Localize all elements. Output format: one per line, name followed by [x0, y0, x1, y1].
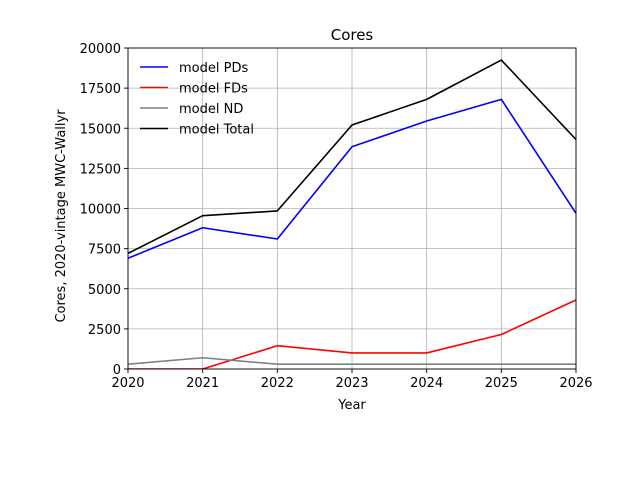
x-tick-label: 2022 [261, 376, 294, 391]
x-tick-label: 2021 [186, 376, 219, 391]
legend-label-model-total: model Total [179, 123, 254, 138]
axis-ticks: 2020 2021 2022 2023 2024 2025 2026 0 2500 5000 750… [80, 42, 593, 391]
y-tick-label: 15000 [80, 122, 121, 137]
x-tick-label: 2026 [559, 376, 592, 391]
x-tick-label: 2020 [111, 376, 144, 391]
grid [127, 47, 577, 370]
chart-title: Cores [331, 26, 374, 44]
y-tick-label: 20000 [80, 42, 121, 57]
y-tick-label: 5000 [88, 283, 121, 298]
series-line-model-nd [128, 356, 576, 365]
y-axis-label: Cores, 2020-vintage MWC-Wallyr [54, 109, 69, 323]
series-line-model-fds [128, 299, 576, 369]
x-tick-label: 2025 [485, 376, 518, 391]
x-axis-label: Year [337, 398, 366, 413]
y-tick-label: 0 [113, 363, 121, 378]
series-lines [128, 59, 576, 369]
series-line-model-pds [128, 98, 576, 259]
series-line-model-total [128, 59, 576, 255]
y-tick-label: 12500 [80, 162, 121, 177]
y-tick-label: 2500 [88, 323, 121, 338]
x-tick-label: 2023 [335, 376, 368, 391]
y-tick-label: 7500 [88, 243, 121, 258]
x-tick-label: 2024 [410, 376, 443, 391]
legend: model PDs model FDs model ND model Total [140, 61, 254, 138]
legend-label-model-nd: model ND [179, 102, 243, 117]
y-tick-label: 10000 [80, 203, 121, 218]
legend-label-model-fds: model FDs [179, 82, 248, 97]
y-tick-label: 17500 [80, 82, 121, 97]
legend-label-model-pds: model PDs [179, 61, 248, 76]
